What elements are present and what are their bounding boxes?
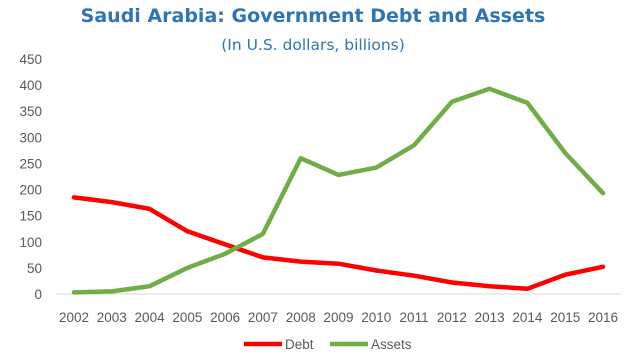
x-tick-label: 2008 (286, 310, 316, 325)
x-tick-label: 2005 (172, 310, 202, 325)
legend-label-debt: Debt (285, 337, 314, 352)
y-tick-label: 300 (19, 130, 42, 145)
legend-label-assets: Assets (371, 337, 412, 352)
x-tick-label: 2004 (135, 310, 166, 325)
y-tick-label: 150 (19, 209, 42, 224)
chart-subtitle: (In U.S. dollars, billions) (221, 36, 405, 54)
y-tick-label: 400 (19, 78, 42, 93)
series-line-assets (71, 86, 606, 295)
x-tick-label: 2010 (361, 310, 391, 325)
x-tick-label: 2007 (248, 310, 278, 325)
y-tick-label: 350 (19, 104, 42, 119)
y-tick-label: 100 (19, 235, 42, 250)
x-tick-label: 2012 (437, 310, 467, 325)
y-tick-label: 250 (19, 156, 42, 171)
x-tick-label: 2013 (475, 310, 505, 325)
y-tick-label: 0 (34, 287, 42, 302)
y-tick-label: 450 (19, 52, 42, 67)
series-line-debt (71, 195, 606, 292)
x-tick-label: 2015 (550, 310, 580, 325)
chart-title: Saudi Arabia: Government Debt and Assets (80, 5, 546, 27)
y-tick-label: 200 (19, 183, 42, 198)
x-tick-label: 2011 (400, 310, 429, 325)
x-tick-label: 2002 (59, 310, 89, 325)
x-tick-label: 2009 (323, 310, 353, 325)
x-tick-label: 2016 (588, 310, 618, 325)
x-tick-label: 2006 (210, 310, 240, 325)
y-tick-label: 50 (27, 261, 42, 276)
x-tick-label: 2003 (97, 310, 127, 325)
x-tick-label: 2014 (512, 310, 543, 325)
